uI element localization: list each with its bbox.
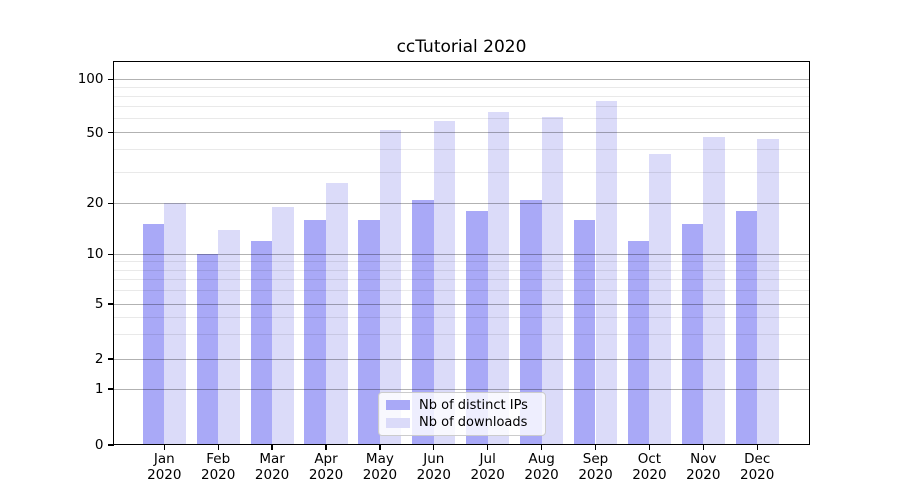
bar-distinct-ips <box>735 211 758 445</box>
bar-distinct-ips <box>627 240 650 445</box>
bar-downloads <box>703 137 725 445</box>
x-tick-mark <box>163 445 165 450</box>
chart-title: ccTutorial 2020 <box>396 37 527 57</box>
x-tick-mark <box>702 445 704 450</box>
bar-downloads <box>433 121 456 445</box>
x-tick-label: Apr 2020 <box>308 451 344 483</box>
x-tick-label: Nov 2020 <box>686 451 721 483</box>
bar-downloads <box>541 117 564 445</box>
x-tick-mark <box>594 445 597 450</box>
gridline-minor <box>113 269 810 271</box>
bar-distinct-ips <box>412 199 434 445</box>
x-tick-label: Dec 2020 <box>740 451 775 483</box>
gridline-minor <box>113 95 810 97</box>
bar-downloads <box>487 112 510 445</box>
bar-distinct-ips <box>466 211 488 445</box>
x-tick-mark <box>379 445 381 450</box>
bar-downloads <box>272 207 294 445</box>
x-tick-label: Aug 2020 <box>524 451 559 483</box>
y-tick-label: 50 <box>86 124 104 141</box>
gridline-major <box>113 388 810 390</box>
gridline-major <box>113 132 810 134</box>
x-tick-label: May 2020 <box>362 451 398 483</box>
x-tick-mark <box>540 445 543 450</box>
x-tick-mark <box>756 445 758 450</box>
x-tick-label: Jun 2020 <box>416 451 451 483</box>
y-tick-label: 10 <box>86 246 104 263</box>
x-tick-label: Jan 2020 <box>147 451 182 483</box>
bar-downloads <box>164 203 186 445</box>
gridline-minor <box>113 86 810 88</box>
x-tick-label: Oct 2020 <box>632 451 667 483</box>
y-tick-mark <box>107 388 114 390</box>
gridline-major <box>113 78 810 80</box>
bar-downloads <box>379 129 402 445</box>
y-tick-mark <box>107 253 114 255</box>
legend-swatch-distinct-ips <box>386 400 410 411</box>
y-tick-mark <box>107 303 114 305</box>
bar-distinct-ips <box>196 254 219 445</box>
gridline-major <box>113 202 810 204</box>
y-tick-mark <box>107 202 114 204</box>
x-tick-label: Feb 2020 <box>201 451 236 483</box>
gridline-minor <box>113 106 810 108</box>
gridline-minor <box>113 316 810 318</box>
x-tick-mark <box>271 445 273 450</box>
legend-swatch-downloads <box>386 417 410 428</box>
legend-entry-downloads: Nb of downloads <box>386 415 538 430</box>
y-tick-label: 2 <box>94 351 104 367</box>
gridline-minor <box>113 171 810 173</box>
bar-distinct-ips <box>142 224 165 445</box>
gridline-minor <box>113 279 810 281</box>
x-tick-mark <box>648 445 651 450</box>
x-tick-label: Sep 2020 <box>578 451 613 483</box>
legend: Nb of distinct IPs Nb of downloads <box>378 392 546 436</box>
bar-distinct-ips <box>520 199 542 445</box>
legend-entry-distinct-ips: Nb of distinct IPs <box>386 398 538 413</box>
bar-downloads <box>218 229 240 445</box>
x-tick-mark <box>217 445 219 450</box>
y-tick-label: 100 <box>77 71 104 88</box>
gridline-major <box>113 303 810 305</box>
bar-downloads <box>649 153 671 445</box>
bar-distinct-ips <box>250 240 273 445</box>
gridline-major <box>113 358 810 360</box>
gridline-minor <box>113 290 810 292</box>
bar-downloads <box>326 183 348 445</box>
x-tick-mark <box>487 445 489 450</box>
bar-distinct-ips <box>573 219 596 445</box>
gridline-minor <box>113 334 810 336</box>
gridline-minor <box>113 118 810 120</box>
bar-distinct-ips <box>681 224 704 445</box>
y-tick-label: 1 <box>94 381 104 397</box>
y-tick-label: 5 <box>94 296 104 312</box>
x-tick-label: Jul 2020 <box>470 451 505 483</box>
gridline-minor <box>113 149 810 151</box>
y-tick-label: 0 <box>94 437 104 453</box>
bar-downloads <box>595 101 618 445</box>
x-tick-mark <box>325 445 327 450</box>
y-tick-mark <box>107 132 114 134</box>
y-tick-mark <box>107 78 114 80</box>
x-tick-mark <box>433 445 435 450</box>
y-tick-mark <box>107 444 114 446</box>
y-tick-label: 20 <box>86 195 104 212</box>
x-tick-label: Mar 2020 <box>254 451 290 483</box>
y-tick-mark <box>107 358 114 360</box>
legend-label-downloads: Nb of downloads <box>419 415 528 431</box>
bar-downloads <box>757 139 779 445</box>
bar-distinct-ips <box>358 219 380 445</box>
gridline-minor <box>113 261 810 263</box>
bar-distinct-ips <box>304 219 326 445</box>
gridline-major <box>113 253 810 255</box>
legend-label-distinct-ips: Nb of distinct IPs <box>419 397 528 413</box>
